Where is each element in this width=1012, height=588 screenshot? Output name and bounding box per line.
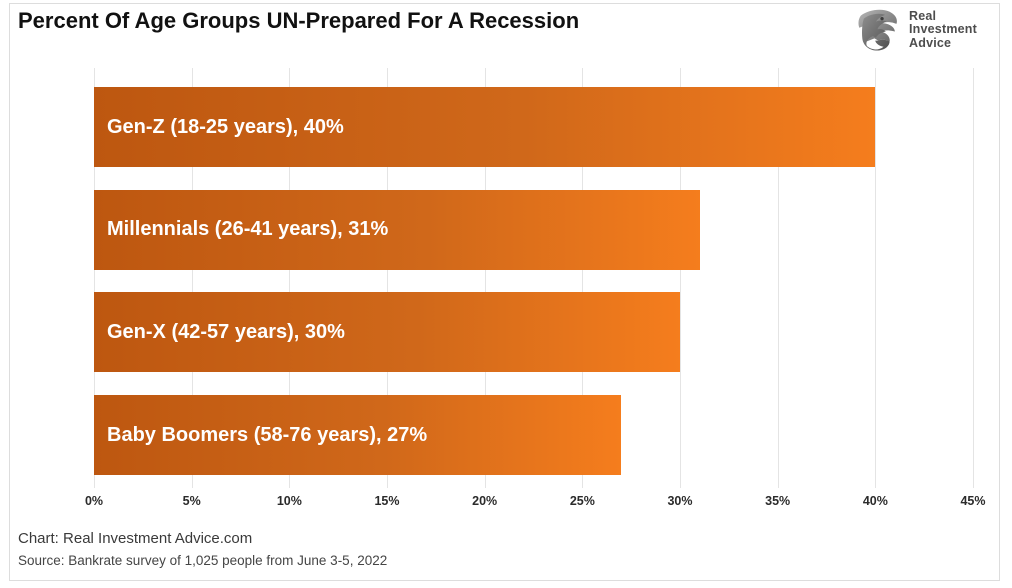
x-tick-label: 10% bbox=[276, 494, 302, 508]
gridline bbox=[386, 68, 388, 488]
gridline bbox=[94, 68, 95, 488]
source-note: Source: Bankrate survey of 1,025 people … bbox=[18, 553, 388, 568]
gridline bbox=[973, 68, 974, 488]
bar-label: Gen-Z (18-25 years), 40% bbox=[107, 115, 344, 138]
chart-credit: Chart: Real Investment Advice.com bbox=[18, 530, 253, 547]
x-tick-label: 40% bbox=[862, 494, 888, 508]
bar-label: Gen-X (42-57 years), 30% bbox=[107, 320, 345, 343]
gridline bbox=[582, 68, 584, 488]
eagle-icon bbox=[858, 9, 897, 51]
logo-line-2: Investment bbox=[909, 22, 977, 37]
bar-3: Gen-X (42-57 years), 30% bbox=[94, 292, 680, 373]
x-tick-label: 45% bbox=[960, 494, 986, 508]
bar-2: Millennials (26-41 years), 31% bbox=[94, 189, 700, 270]
gridline bbox=[484, 68, 486, 488]
logo-line-1: Real bbox=[909, 8, 937, 23]
chart-title: Percent Of Age Groups UN-Prepared For A … bbox=[18, 8, 580, 33]
x-axis: 0% 5% 10% 15% 20% 25% 30% 35% 40% 45% bbox=[85, 494, 986, 512]
gridline bbox=[191, 68, 193, 488]
plot-area: Gen-Z (18-25 years), 40% Millennials (26-… bbox=[94, 68, 974, 488]
brand-logo: Real Investment Advice bbox=[856, 8, 977, 52]
x-tick-label: 15% bbox=[374, 494, 400, 508]
logo-line-3: Advice bbox=[909, 35, 952, 50]
bar-4: Baby Boomers (58-76 years), 27% bbox=[94, 395, 622, 476]
gridline bbox=[289, 68, 291, 488]
x-tick-label: 20% bbox=[472, 494, 498, 508]
x-tick-label: 0% bbox=[84, 494, 104, 508]
bar-1: Gen-Z (18-25 years), 40% bbox=[94, 87, 876, 167]
x-tick-label: 35% bbox=[765, 494, 791, 508]
x-tick-label: 25% bbox=[569, 494, 595, 508]
bar-label: Baby Boomers (58-76 years), 27% bbox=[107, 423, 428, 446]
x-tick-label: 5% bbox=[182, 494, 201, 508]
gridline bbox=[679, 68, 681, 488]
gridline bbox=[777, 68, 779, 488]
x-tick-label: 30% bbox=[667, 494, 693, 508]
logo-wordmark: Real Investment Advice bbox=[909, 8, 977, 51]
bar-label: Millennials (26-41 years), 31% bbox=[107, 218, 389, 241]
gridline bbox=[875, 68, 877, 488]
